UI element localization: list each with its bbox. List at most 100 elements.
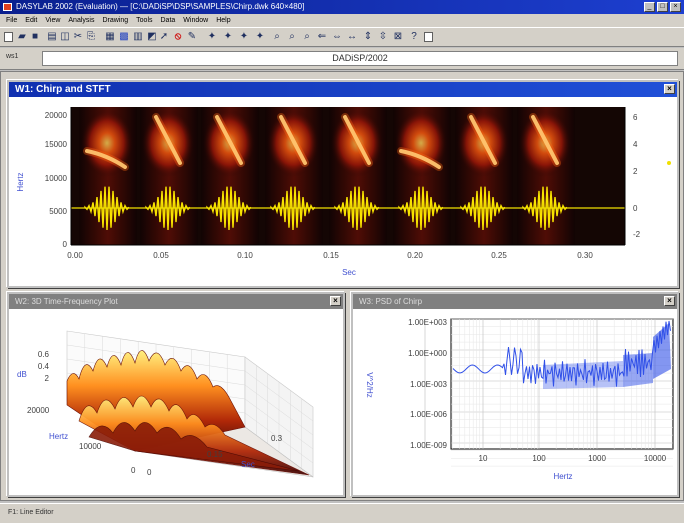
print-icon[interactable]: ▤ [47,31,57,42]
edit-icon[interactable]: ✎ [187,31,197,42]
window-w2-title-bar[interactable]: W2: 3D Time-Frequency Plot × [9,294,343,309]
window-layout-icon[interactable]: ▦ [105,31,115,42]
chirp-glow [397,147,443,171]
menu-drawing[interactable]: Drawing [102,17,129,24]
command-input[interactable]: DADiSP/2002 [42,51,678,66]
chirp-streak [531,115,559,165]
y-tick-label: 15000 [45,140,68,149]
window-w1[interactable]: W1: Chirp and STFT × [7,80,679,288]
status-bar: F1: Line Editor [0,503,684,523]
stop-icon[interactable]: ⦸ [174,31,182,42]
menu-view[interactable]: View [45,17,61,24]
window-w2-title: W2: 3D Time-Frequency Plot [15,297,118,306]
chirp-glow [529,113,561,167]
chart-icon[interactable]: ◩ [147,31,157,42]
window-w3-close-button[interactable]: × [664,296,675,306]
app-title: DASYLAB 2002 (Evaluation) — [C:\DADiSP\D… [16,2,305,11]
worksheet-area: W1: Chirp and STFT × [0,71,684,501]
menu-data[interactable]: Data [160,17,176,24]
window-w3-title: W3: PSD of Chirp [359,297,423,306]
window-w3-title-bar[interactable]: W3: PSD of Chirp × [353,294,677,309]
chirp-streak [85,149,127,169]
x-tick-label: 10000 [644,454,667,463]
new-file-icon[interactable] [4,32,13,42]
table-icon[interactable]: ▥ [133,31,143,42]
zoom-icon[interactable]: ⌕ [274,31,280,42]
move-up-icon[interactable]: ✦ [239,31,249,42]
move-down-icon[interactable]: ✦ [255,31,265,42]
psd-noise-band [543,323,671,389]
window-w2[interactable]: W2: 3D Time-Frequency Plot × [7,292,345,497]
menu-file[interactable]: File [6,17,18,24]
y-tick-label: 1.00E-006 [410,410,447,419]
y-tick-label: 5000 [49,207,67,216]
window-w3[interactable]: W3: PSD of Chirp × 1.00E+003 1.00E+000 1… [351,292,679,497]
zoom-in-icon[interactable]: ⌕ [289,31,295,42]
window-w2-close-button[interactable]: × [330,296,341,306]
y-axis-label: V^2/Hz [365,372,374,398]
expand-horizontal-icon[interactable]: ↔ [347,31,357,42]
toolbar: ▰ ■ ▤ ◫ ✂ ⎘ ▦ ▩ ▥ ◩ ➚ ⦸ ✎ ✦ ✦ ✦ ✦ ⌕ ⌕ ⌕ … [0,27,684,47]
z-tick-label: 2 [45,374,50,383]
y-tick-label: 0 [131,466,136,475]
menu-window[interactable]: Window [183,17,209,24]
chirp-glow [152,113,184,167]
y-tick-label: 0 [63,240,68,249]
y-tick-label: 1.00E+000 [408,349,447,358]
grid-icon[interactable]: ▩ [119,31,129,42]
chirp-streak [279,115,307,165]
y-tick-label: 10000 [45,174,68,183]
context-help-icon[interactable] [424,32,433,42]
menu-help[interactable]: Help [216,17,231,24]
spectrogram-energy [81,109,133,177]
fit-icon[interactable]: ⊠ [393,31,403,42]
pointer-icon[interactable]: ➚ [159,31,169,42]
preview-icon[interactable]: ◫ [60,31,70,42]
move-left-icon[interactable]: ✦ [207,31,217,42]
save-icon[interactable]: ■ [31,31,39,42]
x-tick-label: 0.10 [237,251,253,260]
zoom-out-icon[interactable]: ⌕ [304,31,310,42]
menu-analysis[interactable]: Analysis [68,17,95,24]
window-w3-plot-area[interactable]: 1.00E+003 1.00E+000 1.00E-003 1.00E-006 … [353,309,677,495]
x-tick-label: 0.25 [491,251,507,260]
window-w1-plot-area[interactable]: 20000 15000 10000 5000 0 Hertz 6 4 2 0 -… [9,97,677,286]
y2-marker [667,161,671,165]
y-tick-label: 1.00E+003 [408,318,447,327]
minimize-button[interactable]: _ [644,2,655,12]
open-folder-icon[interactable]: ▰ [18,31,26,42]
app-title-bar: DASYLAB 2002 (Evaluation) — [C:\DADiSP\D… [0,0,684,14]
scroll-left-icon[interactable]: ⇐ [317,31,327,42]
x-tick-label: 0.05 [153,251,169,260]
move-right-icon[interactable]: ✦ [223,31,233,42]
window-w2-plot-area[interactable]: 0.6 0.4 2 dB 20000 10000 0 Hertz 0.3 0.1… [9,309,343,495]
chirp-glow [83,147,129,171]
y2-tick-label: 0 [633,204,638,213]
maximize-button[interactable]: □ [657,2,668,12]
x-tick-label: 1000 [588,454,606,463]
chirp-glow [213,113,245,167]
x-tick-label: 0.15 [207,450,223,459]
scroll-right-icon[interactable]: ⇔ [332,31,342,42]
menu-edit[interactable]: Edit [25,17,38,24]
x-tick-label: 100 [532,454,546,463]
psd-noise-fill [623,353,653,387]
compress-icon[interactable]: ⇳ [378,31,388,42]
z-tick-label: 0.6 [38,350,50,359]
y-tick-label: 20000 [45,111,68,120]
window-w1-close-button[interactable]: × [664,84,675,94]
x-axis-label: Sec [241,460,255,469]
chirp-streak [399,149,441,169]
close-button[interactable]: × [670,2,681,12]
expand-vertical-icon[interactable]: ⇕ [363,31,373,42]
x-tick-label: 0.30 [577,251,593,260]
y-tick-label: 20000 [27,406,50,415]
menu-tools[interactable]: Tools [136,17,153,24]
cut-icon[interactable]: ✂ [73,31,83,42]
paste-icon[interactable]: ⎘ [87,31,95,42]
psd-noise-fill [653,323,671,379]
surface-front [88,422,300,472]
help-icon[interactable]: ? [411,31,417,42]
window-w1-title-bar[interactable]: W1: Chirp and STFT × [9,82,677,97]
command-bar: ws1 DADiSP/2002 [0,48,684,70]
